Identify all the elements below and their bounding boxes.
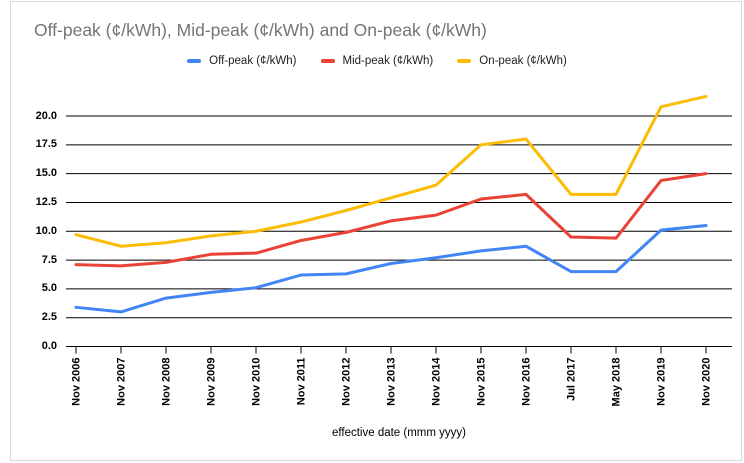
y-tick-label: 10.0 xyxy=(35,224,57,237)
y-tick-label: 15.0 xyxy=(35,167,57,180)
x-tick-label: Nov 2010 xyxy=(250,357,262,406)
x-tick-label: Nov 2016 xyxy=(520,357,532,406)
off-peak-swatch-icon xyxy=(187,59,202,63)
on-peak-swatch-icon xyxy=(457,59,472,63)
series-line-mid-peak[interactable] xyxy=(74,172,708,268)
mid-peak-swatch-icon xyxy=(320,59,335,63)
y-tick-label: 0.0 xyxy=(41,340,57,352)
legend-label-on-peak: On-peak (¢/kWh) xyxy=(479,55,567,67)
x-tick-label: Nov 2006 xyxy=(70,357,82,406)
y-tick-label: 17.5 xyxy=(35,138,57,151)
chart-card: Off-peak (¢/kWh), Mid-peak (¢/kWh) and O… xyxy=(10,1,742,461)
legend-item-on-peak[interactable]: On-peak (¢/kWh) xyxy=(457,55,567,67)
legend-item-off-peak[interactable]: Off-peak (¢/kWh) xyxy=(187,55,297,67)
legend-item-mid-peak[interactable]: Mid-peak (¢/kWh) xyxy=(320,55,434,67)
legend-label-off-peak: Off-peak (¢/kWh) xyxy=(209,55,297,67)
chart-legend: Off-peak (¢/kWh) Mid-peak (¢/kWh) On-pea… xyxy=(11,55,743,67)
y-tick-label: 5.0 xyxy=(41,282,57,295)
x-tick-label: Nov 2015 xyxy=(475,357,487,406)
y-tick-label: 12.5 xyxy=(35,195,57,208)
x-tick-label: Nov 2013 xyxy=(385,357,397,406)
x-tick-label: May 2018 xyxy=(610,357,622,407)
series-line-off-peak[interactable] xyxy=(74,223,708,314)
x-axis-title: effective date (mmm yyyy) xyxy=(332,427,466,439)
y-tick-label: 20.0 xyxy=(35,109,57,122)
x-tick-label: Nov 2009 xyxy=(205,357,217,406)
x-tick-label: Nov 2007 xyxy=(115,357,127,406)
y-tick-label: 2.5 xyxy=(41,311,57,324)
x-tick-label: Nov 2019 xyxy=(655,357,667,406)
x-tick-label: Nov 2020 xyxy=(700,357,712,406)
x-tick-label: Nov 2011 xyxy=(295,357,307,406)
y-tick-label: 7.5 xyxy=(41,253,57,266)
x-tick-label: Nov 2012 xyxy=(340,357,352,406)
chart-title: Off-peak (¢/kWh), Mid-peak (¢/kWh) and O… xyxy=(34,20,487,40)
x-tick-label: Jul 2017 xyxy=(565,357,577,401)
legend-label-mid-peak: Mid-peak (¢/kWh) xyxy=(342,55,434,67)
x-tick-label: Nov 2014 xyxy=(430,357,442,406)
x-tick-label: Nov 2008 xyxy=(160,357,172,406)
series-line-on-peak[interactable] xyxy=(74,94,708,248)
plot-svg xyxy=(66,94,732,354)
